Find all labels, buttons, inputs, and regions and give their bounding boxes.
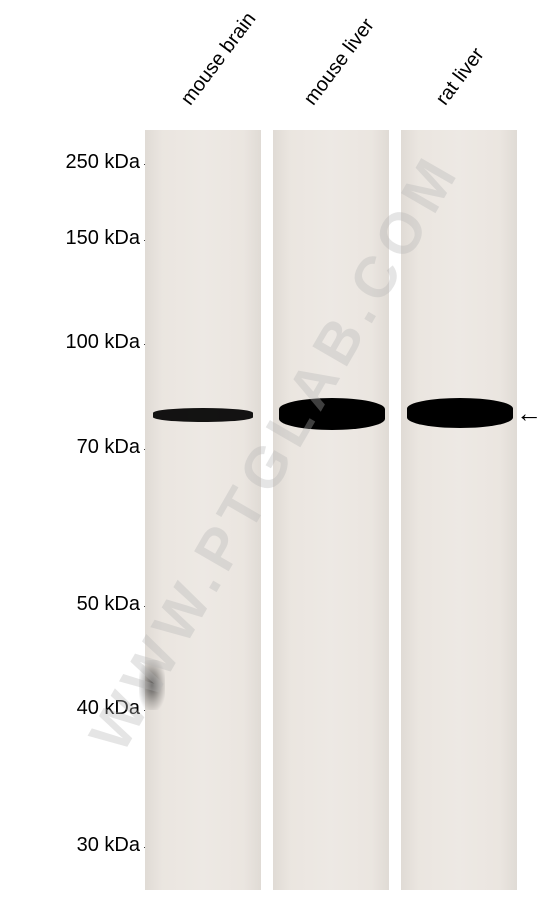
lane-label-2: mouse liver (300, 14, 380, 110)
band-lane2 (279, 398, 385, 430)
lane-1 (145, 130, 261, 890)
lane-3 (401, 130, 517, 890)
marker-100: 100 kDa→ (66, 331, 141, 354)
marker-30: 30 kDa→ (77, 834, 140, 857)
lane-label-3: rat liver (432, 44, 490, 110)
marker-50: 50 kDa→ (77, 593, 140, 616)
marker-100-text: 100 kDa (66, 331, 141, 353)
smudge-lane1 (139, 660, 165, 710)
marker-250: 250 kDa→ (66, 151, 141, 174)
target-band-arrow-icon: ← (516, 398, 542, 429)
lane-gap-2 (389, 130, 401, 890)
marker-70-text: 70 kDa (77, 436, 140, 458)
lane-label-1: mouse brain (177, 8, 262, 110)
band-lane1 (153, 408, 253, 422)
marker-50-text: 50 kDa (77, 593, 140, 615)
marker-150-text: 150 kDa (66, 227, 141, 249)
lane-labels-group: mouse brain mouse liver rat liver (0, 0, 550, 130)
blot-lanes-area (145, 130, 515, 890)
marker-250-text: 250 kDa (66, 151, 141, 173)
lane-2 (273, 130, 389, 890)
marker-30-text: 30 kDa (77, 834, 140, 856)
marker-150: 150 kDa→ (66, 227, 141, 250)
marker-40-text: 40 kDa (77, 697, 140, 719)
band-lane3 (407, 398, 513, 428)
lane-gap-1 (261, 130, 273, 890)
marker-40: 40 kDa→ (77, 697, 140, 720)
marker-labels-group: 250 kDa→ 150 kDa→ 100 kDa→ 70 kDa→ 50 kD… (0, 130, 140, 890)
marker-70: 70 kDa→ (77, 436, 140, 459)
blot-figure: WWW.PTGLAB.COM mouse brain mouse liver r… (0, 0, 550, 903)
